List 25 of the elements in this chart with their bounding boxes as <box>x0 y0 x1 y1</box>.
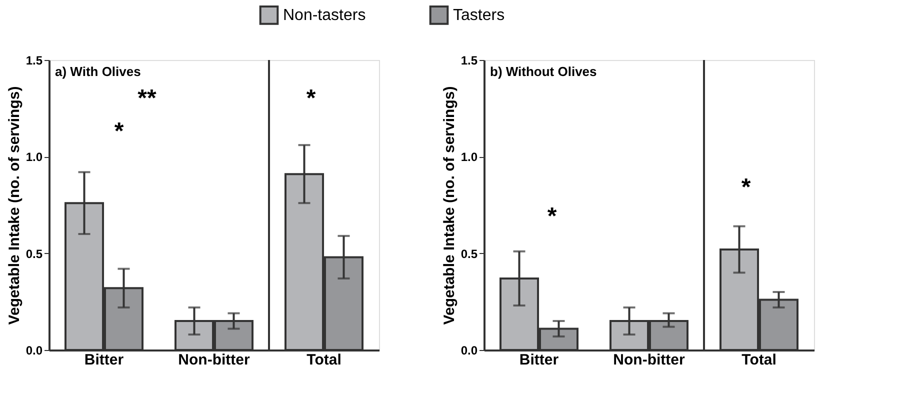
y-tick-label: 0.5 <box>26 246 43 261</box>
annotation: * <box>114 118 124 145</box>
legend-label: Tasters <box>453 7 505 24</box>
y-tick-label: 1.0 <box>460 150 478 164</box>
annotation: * <box>306 85 316 112</box>
y-tick-label: 0.0 <box>26 344 43 358</box>
y-tick-label: 1.5 <box>26 54 43 68</box>
y-tick-label: 0.5 <box>460 246 478 261</box>
chart-title: a) With Olives <box>55 64 141 79</box>
y-axis-title: Vegetable Intake (no. of servings) <box>6 86 23 325</box>
x-tick-label: Total <box>306 352 342 368</box>
y-tick-label: 1.5 <box>460 54 478 68</box>
x-tick-label: Total <box>742 352 776 368</box>
legend-label: Non-tasters <box>283 7 366 24</box>
x-tick-label: Bitter <box>84 352 124 368</box>
y-tick-label: 1.0 <box>26 150 43 164</box>
annotation: ** <box>138 85 157 112</box>
annotation: * <box>741 174 752 201</box>
x-tick-label: Non-bitter <box>178 352 250 368</box>
x-tick-label: Bitter <box>519 352 559 368</box>
annotation: * <box>547 203 558 230</box>
y-axis-title: Vegetable Intake (no. of servings) <box>440 86 458 325</box>
chart-title: b) Without Olives <box>490 64 597 79</box>
y-tick-label: 0.0 <box>460 344 478 358</box>
x-tick-label: Non-bitter <box>613 352 685 368</box>
